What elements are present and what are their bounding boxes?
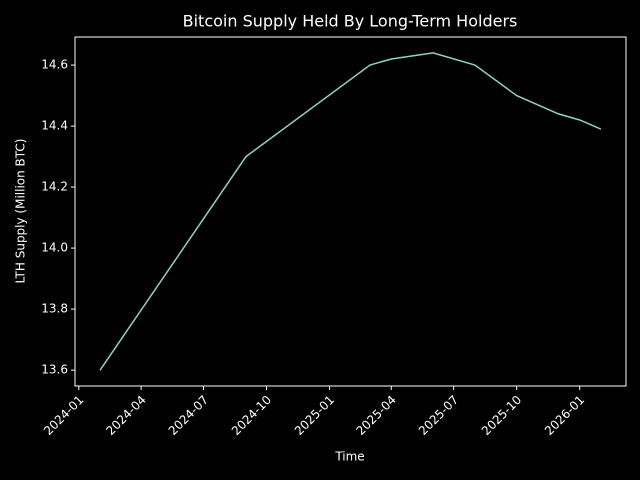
x-tick-label: 2026-01 <box>542 393 587 438</box>
x-tick-label: 2024-01 <box>41 393 86 438</box>
chart-title: Bitcoin Supply Held By Long-Term Holders <box>183 12 518 31</box>
x-tick-label: 2024-10 <box>229 393 274 438</box>
y-tick-label: 14.4 <box>41 119 68 133</box>
y-tick-label: 13.6 <box>41 363 68 377</box>
x-axis-label: Time <box>334 450 364 464</box>
y-axis-label: LTH Supply (Million BTC) <box>14 139 28 284</box>
x-tick-label: 2024-07 <box>166 393 211 438</box>
y-tick-label: 14.2 <box>41 180 68 194</box>
x-tick-label: 2025-07 <box>416 393 461 438</box>
y-tick-label: 14.6 <box>41 58 68 72</box>
x-tick-label: 2025-04 <box>354 393 399 438</box>
plot-frame <box>74 36 627 387</box>
x-tick-label: 2025-01 <box>292 393 337 438</box>
x-tick-label: 2025-10 <box>479 393 524 438</box>
data-line <box>99 52 602 371</box>
x-tick-label: 2024-04 <box>103 393 148 438</box>
y-tick-label: 13.8 <box>41 302 68 316</box>
y-tick-label: 14.0 <box>41 241 68 255</box>
